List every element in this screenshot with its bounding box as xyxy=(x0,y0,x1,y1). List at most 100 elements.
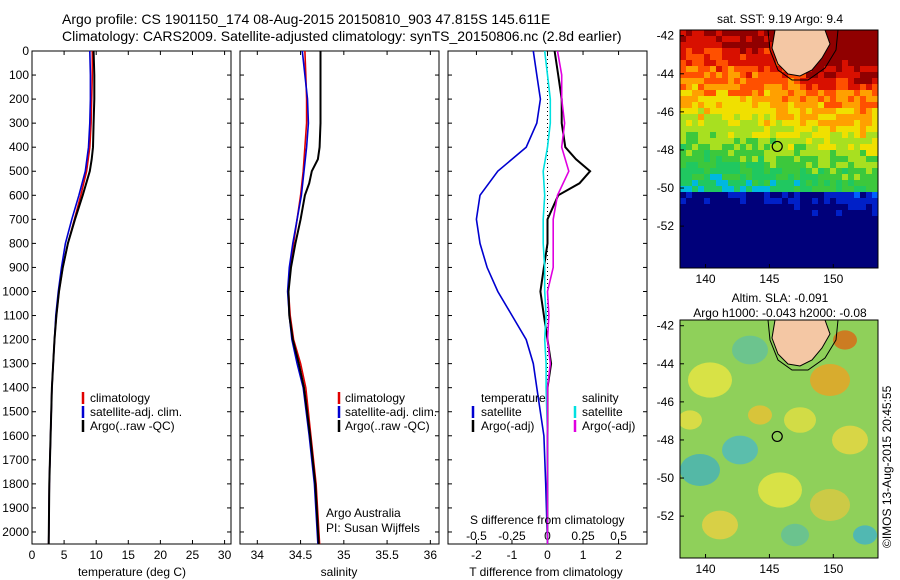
sst-pixel xyxy=(788,174,794,180)
sst-pixel xyxy=(692,198,698,204)
sst-pixel xyxy=(752,192,758,198)
sst-pixel xyxy=(752,126,758,132)
sst-pixel xyxy=(836,54,842,60)
depth-tick-label: 1200 xyxy=(2,333,29,347)
sst-pixel xyxy=(710,30,716,36)
sst-pixel xyxy=(728,156,734,162)
map-lat-tick-label: -48 xyxy=(657,433,675,447)
sst-pixel xyxy=(716,156,722,162)
sst-pixel xyxy=(782,144,788,150)
sst-pixel xyxy=(848,228,854,234)
sst-pixel xyxy=(752,264,758,268)
sst-pixel xyxy=(680,240,686,246)
sla-anomaly-patch xyxy=(853,525,877,545)
sst-pixel xyxy=(740,60,746,66)
sst-pixel xyxy=(848,132,854,138)
sst-pixel xyxy=(746,264,752,268)
legend-temp-argo-label: Argo(-adj) xyxy=(481,419,534,433)
sst-pixel xyxy=(824,54,830,60)
sst-pixel xyxy=(794,138,800,144)
sst-pixel xyxy=(764,132,770,138)
sst-pixel xyxy=(836,72,842,78)
sst-pixel xyxy=(794,126,800,132)
sst-pixel xyxy=(842,30,848,36)
sst-pixel xyxy=(698,216,704,222)
sst-pixel xyxy=(746,258,752,264)
sst-pixel xyxy=(680,252,686,258)
sst-pixel xyxy=(848,162,854,168)
sst-pixel xyxy=(710,258,716,264)
map-lat-tick-label: -50 xyxy=(657,181,675,195)
sst-pixel xyxy=(728,174,734,180)
sst-pixel xyxy=(680,48,686,54)
difference-series-salinity-argo-adj- xyxy=(546,50,570,544)
sst-pixel xyxy=(680,72,686,78)
sst-pixel xyxy=(812,84,818,90)
sst-pixel xyxy=(704,36,710,42)
sst-pixel xyxy=(704,174,710,180)
sst-pixel xyxy=(842,234,848,240)
sst-pixel xyxy=(842,162,848,168)
sst-pixel xyxy=(758,210,764,216)
sst-pixel xyxy=(836,48,842,54)
sst-pixel xyxy=(764,48,770,54)
sst-pixel xyxy=(788,228,794,234)
salinity-x-tick-label: 36 xyxy=(424,548,438,562)
sst-pixel xyxy=(728,198,734,204)
sst-pixel xyxy=(764,84,770,90)
sst-pixel xyxy=(752,78,758,84)
sst-pixel xyxy=(698,150,704,156)
sst-pixel xyxy=(758,168,764,174)
sst-pixel xyxy=(872,78,878,84)
sst-pixel xyxy=(782,90,788,96)
sst-pixel xyxy=(782,78,788,84)
sst-pixel xyxy=(728,216,734,222)
sst-pixel xyxy=(764,246,770,252)
sst-pixel xyxy=(806,72,812,78)
sst-pixel xyxy=(680,108,686,114)
sst-pixel xyxy=(854,180,860,186)
legend-climatology-label: climatology xyxy=(345,391,405,405)
sst-pixel xyxy=(734,174,740,180)
sst-pixel xyxy=(818,258,824,264)
sst-pixel xyxy=(794,102,800,108)
sst-pixel xyxy=(716,54,722,60)
sst-pixel xyxy=(776,96,782,102)
sst-pixel xyxy=(764,174,770,180)
sst-pixel xyxy=(746,102,752,108)
depth-tick-label: 300 xyxy=(9,116,29,130)
sst-pixel xyxy=(788,120,794,126)
sst-pixel xyxy=(830,126,836,132)
sst-pixel xyxy=(860,84,866,90)
sst-pixel xyxy=(854,156,860,162)
sst-pixel xyxy=(782,246,788,252)
sst-pixel xyxy=(746,84,752,90)
sst-pixel xyxy=(698,162,704,168)
sst-pixel xyxy=(806,162,812,168)
sst-pixel xyxy=(704,144,710,150)
sst-pixel xyxy=(698,132,704,138)
sst-pixel xyxy=(848,42,854,48)
sst-pixel xyxy=(824,90,830,96)
sst-pixel xyxy=(710,204,716,210)
sst-pixel xyxy=(872,30,878,36)
sst-pixel xyxy=(854,42,860,48)
sst-pixel xyxy=(776,264,782,268)
sst-pixel xyxy=(776,192,782,198)
sst-pixel xyxy=(872,132,878,138)
sst-pixel xyxy=(836,96,842,102)
depth-tick-label: 0 xyxy=(22,44,29,58)
sst-pixel xyxy=(752,48,758,54)
sst-pixel xyxy=(848,36,854,42)
sst-pixel xyxy=(782,168,788,174)
sst-pixel xyxy=(800,222,806,228)
sst-pixel xyxy=(830,114,836,120)
sst-pixel xyxy=(722,252,728,258)
sst-pixel xyxy=(704,84,710,90)
sst-pixel xyxy=(740,168,746,174)
sst-pixel xyxy=(848,180,854,186)
sst-pixel xyxy=(776,66,782,72)
sst-pixel xyxy=(824,168,830,174)
sst-pixel xyxy=(824,234,830,240)
sst-pixel xyxy=(716,186,722,192)
